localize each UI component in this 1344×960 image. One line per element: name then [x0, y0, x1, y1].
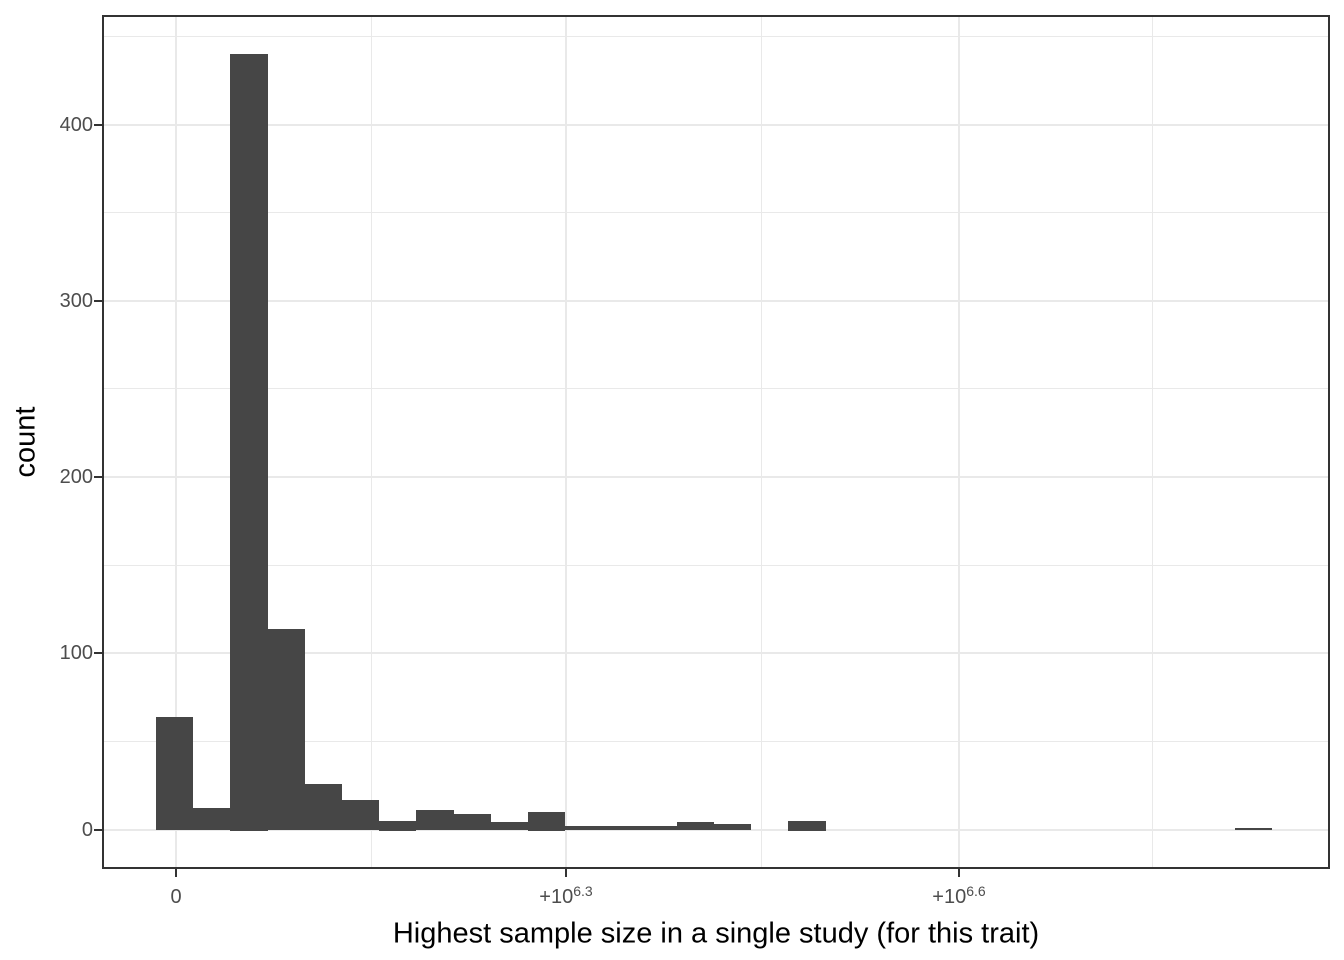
- gridline-x-minor: [761, 15, 762, 869]
- histogram-bar: [602, 825, 640, 831]
- y-tick-label: 100: [59, 642, 93, 665]
- y-tick-mark: [94, 652, 102, 655]
- gridline-x-major: [565, 15, 567, 869]
- histogram-bar: [528, 811, 566, 831]
- gridline-x-minor: [370, 15, 372, 869]
- y-tick-label: 400: [59, 113, 93, 136]
- histogram-bar: [714, 824, 752, 831]
- x-tick-label: +106.3: [539, 883, 593, 908]
- histogram-bar: [304, 783, 342, 831]
- gridline-y-major: [102, 652, 1330, 655]
- y-tick-label: 300: [59, 289, 93, 312]
- plot-panel: [102, 15, 1330, 869]
- x-tick-label: 0: [170, 886, 182, 908]
- histogram-bar: [379, 820, 417, 831]
- x-axis-title: Highest sample size in a single study (f…: [392, 917, 1040, 950]
- histogram-bar: [416, 810, 454, 831]
- gridline-y-minor: [102, 212, 1330, 214]
- gridline-y-major: [102, 476, 1330, 478]
- y-tick-mark: [94, 123, 102, 126]
- x-tick-mark: [565, 869, 567, 877]
- histogram-bar: [453, 813, 491, 831]
- gridline-y-minor: [102, 35, 1330, 37]
- histogram-bar: [676, 822, 714, 831]
- x-tick-mark: [175, 869, 177, 877]
- gridline-y-minor: [102, 388, 1330, 390]
- gridline-x-major: [958, 15, 960, 869]
- histogram-bar: [788, 820, 826, 831]
- histogram-bar: [342, 799, 380, 831]
- histogram-bar: [490, 822, 528, 831]
- histogram-bar: [230, 54, 268, 831]
- gridline-y-minor: [102, 564, 1330, 566]
- gridline-y-minor: [102, 740, 1330, 742]
- gridline-y-major: [102, 299, 1330, 302]
- gridline-y-major: [102, 123, 1330, 126]
- x-tick-label: +106.6: [932, 883, 986, 908]
- y-axis-title: count: [9, 406, 42, 478]
- y-tick-label: 0: [81, 818, 93, 841]
- histogram-bar: [565, 825, 603, 831]
- y-tick-mark: [94, 828, 102, 831]
- y-tick-mark: [94, 476, 102, 478]
- histogram-bar: [267, 628, 305, 831]
- histogram-bar: [639, 825, 677, 831]
- x-tick-mark: [958, 869, 960, 877]
- y-tick-label: 200: [59, 466, 93, 488]
- y-tick-mark: [94, 299, 102, 302]
- histogram-bar: [156, 716, 194, 831]
- gridline-x-minor: [1151, 15, 1153, 869]
- gridline-x-major: [175, 15, 177, 869]
- histogram-bar: [1234, 827, 1272, 831]
- histogram-bar: [193, 808, 231, 831]
